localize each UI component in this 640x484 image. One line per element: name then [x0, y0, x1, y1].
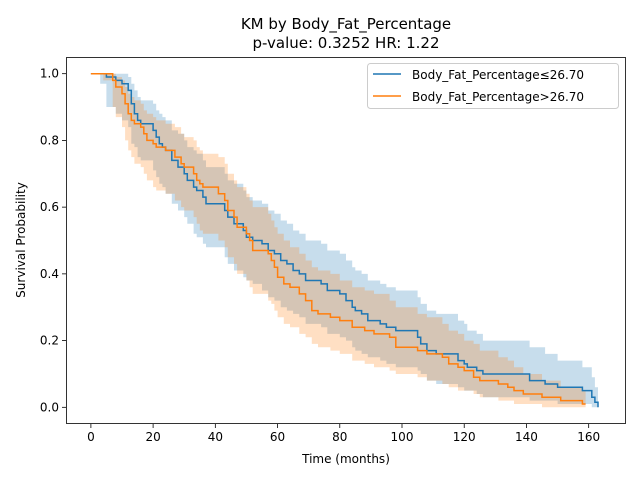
- x-tick-label: 160: [577, 430, 600, 444]
- x-tick-label: 20: [145, 430, 160, 444]
- plot-frame: [66, 57, 626, 424]
- survival-curve-1: [90, 72, 599, 408]
- legend: Body_Fat_Percentage≤26.70 Body_Fat_Perce…: [367, 63, 619, 109]
- survival-curve-2: [90, 72, 586, 405]
- x-tick-label: 140: [515, 430, 538, 444]
- chart-subtitle: p-value: 0.3252 HR: 1.22: [252, 34, 439, 52]
- legend-label-le: Body_Fat_Percentage≤26.70: [412, 68, 584, 82]
- confidence-bands: [90, 73, 599, 408]
- legend-label-gt: Body_Fat_Percentage>26.70: [412, 90, 584, 104]
- chart-title: KM by Body_Fat_Percentage: [241, 15, 451, 34]
- y-tick-label: 0.2: [40, 334, 59, 348]
- y-axis-label: Survival Probability: [14, 182, 28, 298]
- x-tick-label: 40: [208, 430, 223, 444]
- x-tick-label: 60: [270, 430, 285, 444]
- y-tick-label: 0.0: [40, 400, 59, 414]
- x-tick-label: 120: [453, 430, 476, 444]
- confidence-band-2: [90, 73, 586, 408]
- y-axis-ticks: 0.0 0.2 0.4 0.6 0.8 1.0: [40, 67, 66, 414]
- y-tick-label: 0.8: [40, 133, 59, 147]
- y-tick-label: 1.0: [40, 67, 59, 81]
- survival-curves: [90, 72, 599, 408]
- x-tick-label: 0: [87, 430, 95, 444]
- legend-box: [367, 63, 619, 109]
- confidence-band-1: [90, 73, 599, 408]
- x-axis-label: Time (months): [301, 452, 390, 466]
- x-axis-ticks: 0 20 40 60 80 100 120 140 160: [87, 424, 600, 444]
- y-tick-label: 0.6: [40, 200, 59, 214]
- y-tick-label: 0.4: [40, 267, 59, 281]
- x-tick-label: 100: [391, 430, 414, 444]
- x-tick-label: 80: [332, 430, 347, 444]
